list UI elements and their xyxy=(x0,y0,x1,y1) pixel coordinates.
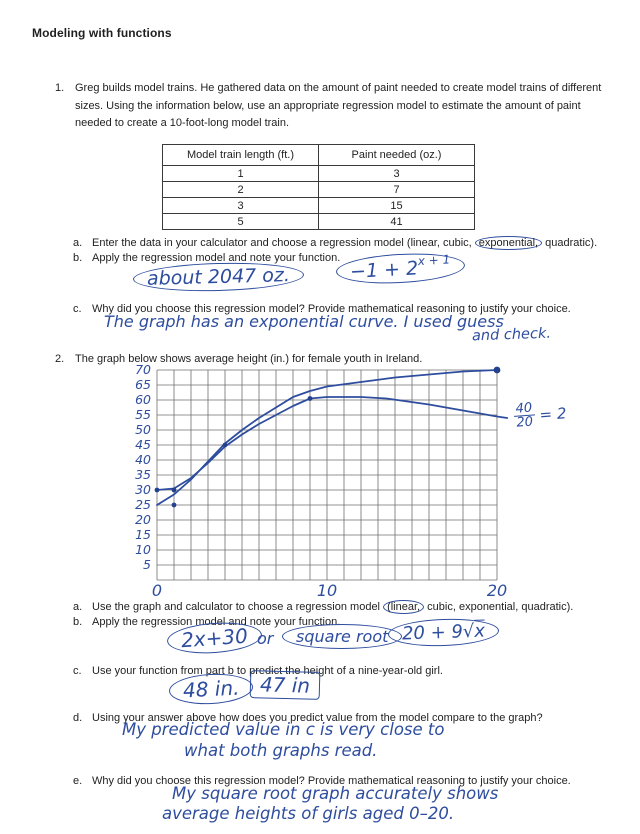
table-header-row: Model train length (ft.) Paint needed (oz… xyxy=(162,144,475,166)
table-row: 3 15 xyxy=(162,197,475,214)
slope-fraction: 40 20 xyxy=(513,401,535,431)
svg-text:5: 5 xyxy=(143,557,151,572)
table-cell: 3 xyxy=(318,165,475,182)
question-1: 1. Greg builds model trains. He gathered… xyxy=(55,80,603,133)
q1-part-b-label: b. xyxy=(73,252,83,264)
table-row: 5 41 xyxy=(162,213,475,230)
table-cell: 5 xyxy=(162,213,319,230)
svg-text:50: 50 xyxy=(135,422,151,437)
table-header-cell: Model train length (ft.) xyxy=(162,144,319,166)
table-cell: 41 xyxy=(318,213,475,230)
q2d-answer-line1: My predicted value in c is very close to xyxy=(122,720,445,739)
svg-text:20: 20 xyxy=(487,581,507,600)
slope-result: = 2 xyxy=(538,403,568,424)
q2-part-d-label: d. xyxy=(73,712,83,724)
q2b-sqrt-radicand: x xyxy=(473,620,486,642)
circled-word-linear: (linear, xyxy=(383,600,425,614)
table-cell: 15 xyxy=(318,197,475,214)
q1-part-c-label: c. xyxy=(73,303,82,315)
question-2-text: The graph below shows average height (in… xyxy=(75,353,423,365)
svg-text:65: 65 xyxy=(135,377,151,392)
q2c-answer-boxed: 47 in xyxy=(249,670,321,700)
q2-part-a-post: cubic, exponential, quadratic). xyxy=(427,601,574,613)
q2-part-e-label: e. xyxy=(73,775,83,787)
q1-part-c-text: Why did you choose this regression model… xyxy=(92,303,571,315)
q1-part-a-label: a. xyxy=(73,237,83,249)
q2-part-a: a. Use the graph and calculator to choos… xyxy=(73,600,633,615)
q1c-answer-line2: and check. xyxy=(471,325,552,345)
q2-part-a-label: a. xyxy=(73,601,83,613)
slope-annotation: 40 20 = 2 xyxy=(513,399,568,431)
svg-text:60: 60 xyxy=(135,392,151,407)
q2-part-d-text: Using your answer above how does you pre… xyxy=(92,712,543,724)
q2-part-a-pre: Use the graph and calculator to choose a… xyxy=(92,601,381,613)
svg-text:10: 10 xyxy=(135,542,151,557)
q2-part-e-text: Why did you choose this regression model… xyxy=(92,775,571,787)
svg-text:45: 45 xyxy=(135,437,151,452)
q2-part-b-text: Apply the regression model and note your… xyxy=(92,616,341,628)
q1-part-a-post: quadratic). xyxy=(545,237,598,249)
svg-text:30: 30 xyxy=(135,482,151,497)
svg-text:25: 25 xyxy=(135,497,151,512)
svg-text:10: 10 xyxy=(317,581,337,600)
svg-text:0: 0 xyxy=(152,581,162,600)
q2-part-e: e. Why did you choose this regression mo… xyxy=(73,774,633,789)
q2e-answer-line1: My square root graph accurately shows xyxy=(172,784,499,803)
question-1-number: 1. xyxy=(55,82,65,94)
svg-text:35: 35 xyxy=(135,467,151,482)
svg-text:20: 20 xyxy=(135,512,151,527)
svg-text:40: 40 xyxy=(135,452,151,467)
q2-part-b: b. Apply the regression model and note y… xyxy=(73,615,633,630)
circled-word-exponential: exponential, xyxy=(474,236,543,250)
q2-part-c-text: Use your function from part b to predict… xyxy=(92,665,443,677)
q1b-function-exponent: x + 1 xyxy=(417,252,451,269)
q2b-conjunction: or xyxy=(257,629,274,648)
table-cell: 3 xyxy=(162,197,319,214)
table-header-cell: Paint needed (oz.) xyxy=(318,144,475,166)
svg-text:55: 55 xyxy=(135,407,151,422)
q1-part-b: b. Apply the regression model and note y… xyxy=(73,251,633,266)
q1c-answer-line1: The graph has an exponential curve. I us… xyxy=(104,312,504,331)
q1-part-c: c. Why did you choose this regression mo… xyxy=(73,302,633,317)
slope-denominator: 20 xyxy=(516,414,534,431)
question-1-text: Greg builds model trains. He gathered da… xyxy=(75,82,602,129)
q2-part-a-text: Use the graph and calculator to choose a… xyxy=(92,600,633,615)
table-cell: 7 xyxy=(318,181,475,198)
train-data-table: Model train length (ft.) Paint needed (oz… xyxy=(162,144,475,230)
q2-part-c: c. Use your function from part b to pred… xyxy=(73,664,633,679)
q1-part-b-text: Apply the regression model and note your… xyxy=(92,252,341,264)
svg-text:15: 15 xyxy=(135,527,151,542)
q2-part-c-label: c. xyxy=(73,665,82,677)
q2-part-d: d. Using your answer above how does you … xyxy=(73,711,633,726)
q1-part-a-pre: Enter the data in your calculator and ch… xyxy=(92,237,472,249)
q1b-function-base: −1 + 2 xyxy=(349,257,419,283)
q1-part-a-text: Enter the data in your calculator and ch… xyxy=(92,236,633,251)
q2-part-b-label: b. xyxy=(73,616,83,628)
question-2: 2. The graph below shows average height … xyxy=(55,351,603,369)
q2d-answer-line2: what both graphs read. xyxy=(184,741,378,760)
question-2-number: 2. xyxy=(55,353,65,365)
table-cell: 1 xyxy=(162,165,319,182)
q1-part-a: a. Enter the data in your calculator and… xyxy=(73,236,633,251)
table-cell: 2 xyxy=(162,181,319,198)
svg-text:70: 70 xyxy=(135,363,151,377)
page-title: Modeling with functions xyxy=(32,26,172,40)
q2e-answer-line2: average heights of girls aged 0–20. xyxy=(162,804,455,823)
q2b-answer-model-name: square root xyxy=(282,624,403,649)
q2b-sqrt-pre: 20 + 9√ xyxy=(401,620,475,645)
